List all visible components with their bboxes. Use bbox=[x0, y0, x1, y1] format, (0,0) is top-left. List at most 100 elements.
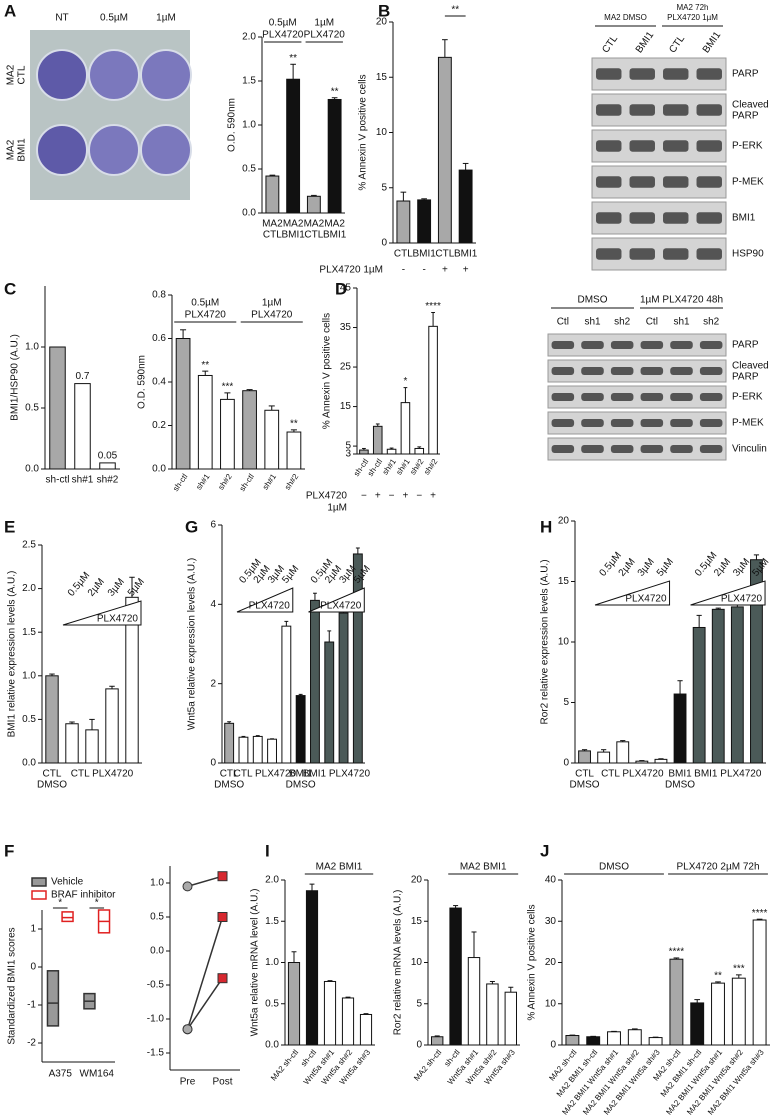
x-tick-label: CTL bbox=[304, 230, 323, 241]
blot-row-label: PARP bbox=[732, 111, 759, 122]
blot-lane-label: Ctl bbox=[646, 317, 658, 328]
blot-band bbox=[640, 393, 664, 401]
significance: *** bbox=[222, 382, 234, 393]
blot-row-label: Cleaved bbox=[732, 361, 769, 372]
bar bbox=[449, 907, 462, 1046]
y-tick-label: 0.5 bbox=[265, 998, 279, 1009]
y-axis-label: O.D. 590nm bbox=[137, 355, 148, 409]
group-label: PLX4720 bbox=[262, 30, 304, 41]
bar bbox=[49, 346, 66, 470]
group-label: BMI1 PLX4720 bbox=[303, 769, 371, 780]
y-tick-label: 0.0 bbox=[22, 758, 36, 769]
blot-row-label: P-ERK bbox=[732, 392, 763, 403]
x-tick-label: CTL bbox=[43, 769, 62, 780]
bar bbox=[711, 982, 725, 1046]
y-tick-label: 45 bbox=[340, 283, 352, 294]
bar bbox=[265, 175, 280, 214]
blot-band bbox=[596, 68, 622, 80]
bar bbox=[224, 722, 235, 764]
y-tick-label: 0.5 bbox=[25, 403, 39, 414]
bar bbox=[74, 383, 91, 470]
y-tick-label: 0.0 bbox=[25, 464, 39, 475]
blot-band bbox=[551, 341, 575, 349]
bar bbox=[286, 78, 301, 214]
bar bbox=[414, 447, 425, 455]
blot-row-label: P-MEK bbox=[732, 418, 764, 429]
bar bbox=[287, 962, 301, 1046]
point bbox=[182, 881, 193, 892]
panel-letter: C bbox=[4, 279, 16, 298]
bar bbox=[731, 977, 746, 1046]
y-tick-label: 3 bbox=[345, 449, 351, 460]
blot-row-label: PARP bbox=[732, 340, 759, 351]
x-tick-label: CTL bbox=[263, 230, 282, 241]
blot-band bbox=[696, 104, 722, 116]
point bbox=[217, 871, 228, 882]
panel-letter: J bbox=[540, 841, 549, 860]
bar bbox=[372, 425, 383, 455]
treatment-sign: - bbox=[402, 265, 405, 276]
x-tick-label: sh#1 bbox=[72, 475, 94, 486]
bar bbox=[341, 997, 355, 1046]
y-tick-label: 2.0 bbox=[22, 583, 36, 594]
blot-row-label: P-MEK bbox=[732, 177, 764, 188]
blot-band bbox=[629, 212, 655, 224]
bar bbox=[417, 199, 432, 244]
group-label: MA2 BMI1 bbox=[460, 862, 507, 873]
y-tick-label: 2.0 bbox=[265, 875, 279, 886]
plate-column-label: 1µM bbox=[156, 13, 176, 24]
dose-triangle bbox=[62, 600, 142, 626]
blot-header: PLX4720 1µM bbox=[667, 13, 718, 22]
y-tick-label: 0 bbox=[550, 1040, 556, 1051]
x-tick-label: BMI1 bbox=[668, 769, 692, 780]
y-tick-label: 0 bbox=[30, 962, 36, 973]
blot-band bbox=[670, 341, 693, 349]
x-tick-label: CTL bbox=[435, 249, 454, 260]
bar bbox=[565, 1035, 580, 1046]
y-tick-label: 6 bbox=[210, 520, 216, 531]
y-tick-label: 5 bbox=[381, 182, 387, 193]
dose-triangle bbox=[690, 580, 766, 606]
x-tick-label: DMSO bbox=[37, 780, 67, 791]
plate-row-label: MA2 bbox=[6, 64, 17, 85]
blot-row-label: Vinculin bbox=[732, 444, 767, 455]
y-tick-label: 5 bbox=[416, 998, 422, 1009]
value-label: 0.7 bbox=[76, 371, 90, 382]
y-tick-label: 0.0 bbox=[242, 208, 256, 219]
value-label: 0.05 bbox=[98, 451, 118, 462]
group-label: PLX4720 bbox=[251, 310, 293, 321]
treatment-sign: − bbox=[361, 491, 367, 502]
y-axis-label: Ror2 relative expression levels (A.U.) bbox=[540, 559, 551, 724]
x-tick-label: sh-ctl bbox=[46, 475, 70, 486]
plate-well bbox=[88, 124, 140, 176]
bar bbox=[428, 325, 438, 455]
blot-band bbox=[663, 212, 689, 224]
y-tick-label: -1 bbox=[27, 1000, 36, 1011]
y-tick-label: 1.0 bbox=[150, 878, 164, 889]
blot-band bbox=[670, 367, 693, 375]
group-label: PLX4720 bbox=[304, 30, 346, 41]
dose-triangle bbox=[594, 580, 671, 606]
blot-strip bbox=[547, 333, 727, 357]
bar bbox=[430, 1036, 444, 1046]
significance: * bbox=[95, 898, 99, 909]
group-label: 1µM bbox=[314, 18, 334, 29]
y-axis-label: O.D. 590nm bbox=[227, 98, 238, 152]
x-tick-label: CTL bbox=[220, 769, 239, 780]
bar bbox=[458, 169, 473, 244]
blot-band bbox=[581, 393, 604, 401]
blot-band bbox=[596, 176, 622, 188]
blot-lane-label: sh1 bbox=[673, 317, 690, 328]
treatment-label: PLX4720 1µM bbox=[319, 265, 383, 276]
blot-band bbox=[596, 140, 622, 152]
x-tick-label: WM164 bbox=[80, 1069, 115, 1080]
bar bbox=[197, 374, 213, 470]
y-tick-label: 0 bbox=[210, 758, 216, 769]
panel-letter: A bbox=[4, 1, 16, 20]
group-label: 0.5µM bbox=[269, 18, 297, 29]
y-tick-label: 15 bbox=[558, 576, 570, 587]
blot-band bbox=[629, 68, 655, 80]
blot-band bbox=[581, 367, 604, 375]
